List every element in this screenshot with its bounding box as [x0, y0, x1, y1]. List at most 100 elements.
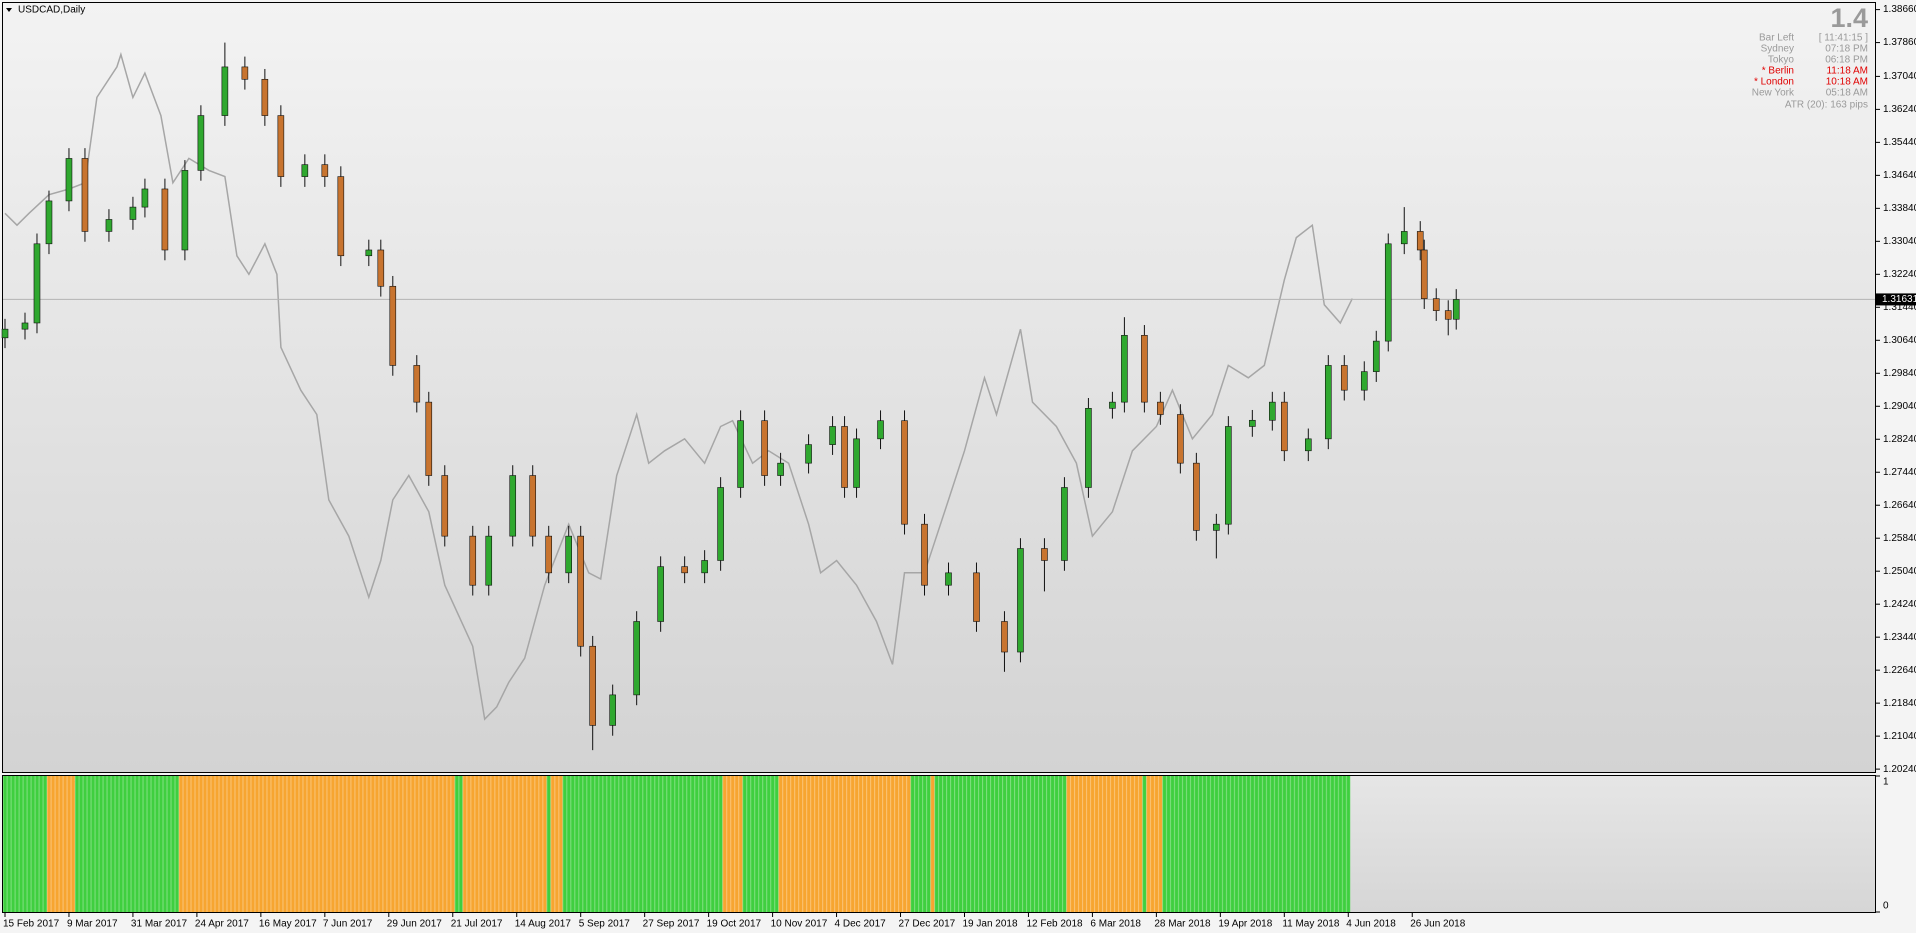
candle-body: [1324, 365, 1332, 440]
window-title: USDCAD,Daily: [18, 5, 85, 16]
histogram-stripes: [562, 776, 723, 912]
menu-arrow[interactable]: [6, 8, 12, 12]
candle-body: [221, 66, 229, 116]
y-tick-label: 1.23440: [1883, 632, 1916, 643]
candle-body: [389, 285, 397, 366]
candle-body: [1001, 621, 1008, 653]
y-tick-label: 1: [1883, 777, 1889, 788]
info-label: Sydney: [1761, 44, 1794, 55]
candle-body: [413, 365, 421, 403]
x-tick-label: 12 Feb 2018: [1026, 919, 1083, 930]
x-tick-label: 27 Dec 2017: [899, 919, 956, 930]
x-tick-label: 15 Feb 2017: [3, 919, 60, 930]
candle-body: [633, 621, 640, 696]
histogram-stripes: [46, 776, 75, 912]
candle-body: [1400, 231, 1408, 245]
atr-text: ATR (20): 163 pips: [1785, 100, 1868, 111]
y-tick-label: 1.34640: [1883, 170, 1916, 181]
candle-body: [589, 645, 596, 726]
histogram-stripes: [742, 776, 779, 912]
y-tick-label: 1.31440: [1883, 302, 1916, 313]
x-tick-label: 21 Jul 2017: [451, 919, 503, 930]
info-label: Tokyo: [1768, 55, 1795, 66]
y-tick-label: 1.29840: [1883, 368, 1916, 379]
candle-body: [261, 78, 269, 116]
histogram-stripes: [178, 776, 455, 912]
candle-body: [805, 444, 812, 464]
candle-body: [921, 523, 928, 586]
histogram-stripes: [1146, 776, 1163, 912]
candle-body: [1193, 462, 1200, 531]
candle-body: [945, 572, 952, 586]
x-tick-label: 19 Oct 2017: [707, 919, 762, 930]
candle-body: [1269, 401, 1276, 421]
x-tick-label: 9 Mar 2017: [67, 919, 118, 930]
info-value: 1.4: [1830, 3, 1868, 33]
candle-body: [81, 158, 89, 232]
info-label: * Berlin: [1762, 66, 1794, 77]
info-time: 10:18 AM: [1826, 77, 1868, 88]
info-time: 06:18 PM: [1825, 55, 1868, 66]
y-tick-label: 1.37860: [1883, 37, 1916, 48]
candle-body: [65, 158, 73, 202]
candle-body: [1061, 487, 1068, 561]
candle-body: [1085, 408, 1092, 488]
x-tick-label: 6 Mar 2018: [1090, 919, 1141, 930]
candle-body: [853, 438, 860, 488]
candle-body: [1281, 401, 1288, 452]
histogram-stripes: [722, 776, 743, 912]
y-tick-label: 1.21040: [1883, 731, 1916, 742]
price-tag: [1876, 293, 1916, 306]
x-tick-label: 14 Aug 2017: [515, 919, 572, 930]
candle-body: [901, 420, 908, 525]
histogram-stripes: [934, 776, 1067, 912]
histogram-stripes: [550, 776, 563, 912]
candle-body: [841, 426, 848, 488]
y-tick-label: 1.32240: [1883, 269, 1916, 280]
y-tick-label: 0: [1883, 901, 1889, 912]
candle-body: [545, 535, 553, 574]
histogram-stripes: [454, 776, 463, 912]
histogram-stripes: [910, 776, 931, 912]
info-time: 11:18 AM: [1826, 66, 1868, 77]
x-tick-label: 10 Nov 2017: [771, 919, 828, 930]
candle-body: [1141, 335, 1148, 403]
histogram-stripes: [1142, 776, 1147, 912]
histogram-stripes: [74, 776, 179, 912]
candle-body: [181, 170, 189, 251]
x-tick-label: 29 Jun 2017: [387, 919, 442, 930]
candle-body: [485, 535, 493, 586]
candle-body: [425, 401, 433, 476]
candle-body: [1360, 371, 1368, 391]
candle-body: [1041, 548, 1048, 561]
histogram-stripes: [3, 776, 47, 912]
candle-body: [1157, 401, 1164, 415]
candle-body: [1249, 419, 1256, 427]
x-tick-label: 19 Apr 2018: [1218, 919, 1272, 930]
histogram-stripes: [546, 776, 551, 912]
x-tick-label: 28 Mar 2018: [1154, 919, 1211, 930]
histogram-stripes: [462, 776, 547, 912]
candle-body: [737, 420, 744, 488]
candle-body: [973, 572, 980, 622]
x-tick-label: 26 Jun 2018: [1410, 919, 1465, 930]
candle-body: [1177, 414, 1184, 464]
candle-body: [441, 475, 449, 537]
x-tick-label: 16 May 2017: [259, 919, 317, 930]
y-tick-label: 1.36240: [1883, 104, 1916, 115]
candle-body: [1416, 231, 1424, 251]
info-time: [ 11:41:15 ]: [1819, 33, 1869, 44]
candle-body: [1444, 310, 1452, 320]
candle-body: [1452, 299, 1460, 320]
candle-body: [1109, 401, 1116, 409]
candle-body: [241, 66, 249, 80]
x-tick-label: 7 Jun 2017: [323, 919, 373, 930]
candle-body: [761, 420, 768, 476]
candle-body: [577, 535, 584, 647]
x-tick-label: 27 Sep 2017: [643, 919, 700, 930]
y-tick-label: 1.26640: [1883, 500, 1916, 511]
candle-body: [1213, 523, 1220, 531]
candle-body: [681, 566, 688, 574]
